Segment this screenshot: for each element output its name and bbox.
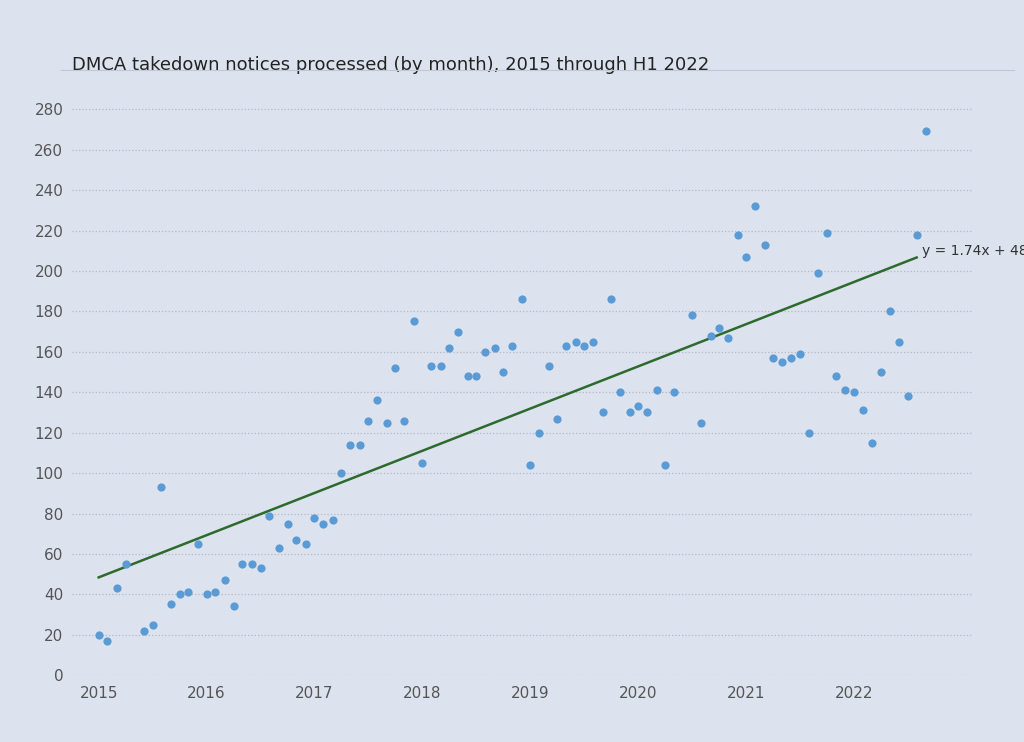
Point xyxy=(387,362,403,374)
Point xyxy=(441,342,458,354)
Point xyxy=(855,404,871,416)
Point xyxy=(630,401,646,413)
Point xyxy=(684,309,700,321)
Point xyxy=(513,293,529,305)
Point xyxy=(325,513,341,525)
Point xyxy=(919,125,935,137)
Point xyxy=(280,518,296,530)
Point xyxy=(234,558,251,570)
Point xyxy=(711,321,727,333)
Point xyxy=(549,413,565,424)
Point xyxy=(99,635,116,647)
Point xyxy=(783,352,800,364)
Point xyxy=(406,315,422,327)
Point xyxy=(819,226,836,238)
Point xyxy=(702,329,719,341)
Point xyxy=(163,599,179,611)
Point xyxy=(423,360,439,372)
Point xyxy=(486,342,503,354)
Point xyxy=(838,384,854,396)
Point xyxy=(738,251,755,263)
Point xyxy=(144,619,161,631)
Point xyxy=(217,574,233,586)
Point xyxy=(109,582,125,594)
Point xyxy=(415,457,431,469)
Point xyxy=(577,340,593,352)
Point xyxy=(396,415,413,427)
Point xyxy=(657,459,674,471)
Point xyxy=(468,370,484,382)
Text: y = 1.74x + 48.4: y = 1.74x + 48.4 xyxy=(922,244,1024,258)
Point xyxy=(541,360,557,372)
Point xyxy=(460,370,476,382)
Point xyxy=(908,229,925,240)
Point xyxy=(225,600,242,612)
Point xyxy=(648,384,665,396)
Point xyxy=(244,558,260,570)
Point xyxy=(379,416,395,428)
Text: DMCA takedown notices processed (by month), 2015 through H1 2022: DMCA takedown notices processed (by mont… xyxy=(72,56,709,73)
Point xyxy=(765,352,781,364)
Point xyxy=(872,366,889,378)
Point xyxy=(810,267,826,279)
Point xyxy=(477,346,494,358)
Point xyxy=(611,387,628,398)
Point xyxy=(199,588,215,600)
Point xyxy=(432,360,449,372)
Point xyxy=(746,200,763,212)
Point xyxy=(360,415,377,427)
Point xyxy=(351,439,368,450)
Point xyxy=(270,542,287,554)
Point xyxy=(603,293,620,305)
Point xyxy=(585,336,601,348)
Point xyxy=(504,340,520,352)
Point xyxy=(827,370,844,382)
Point xyxy=(757,239,773,251)
Point xyxy=(773,356,790,368)
Point xyxy=(729,229,745,240)
Point xyxy=(900,390,916,402)
Point xyxy=(450,326,466,338)
Point xyxy=(692,416,709,428)
Point xyxy=(252,562,268,574)
Point xyxy=(801,427,817,439)
Point xyxy=(189,538,206,550)
Point xyxy=(864,437,881,449)
Point xyxy=(522,459,539,471)
Point xyxy=(153,482,169,493)
Point xyxy=(306,512,323,524)
Point xyxy=(180,586,197,598)
Point xyxy=(567,336,584,348)
Point xyxy=(315,518,332,530)
Point xyxy=(171,588,187,600)
Point xyxy=(207,586,223,598)
Point xyxy=(261,510,278,522)
Point xyxy=(622,407,638,418)
Point xyxy=(342,439,358,450)
Point xyxy=(720,332,736,344)
Point xyxy=(369,395,385,407)
Point xyxy=(558,340,574,352)
Point xyxy=(666,387,682,398)
Point xyxy=(891,336,907,348)
Point xyxy=(118,558,134,570)
Point xyxy=(298,538,314,550)
Point xyxy=(136,625,153,637)
Point xyxy=(846,387,862,398)
Point xyxy=(288,533,304,545)
Point xyxy=(639,407,655,418)
Point xyxy=(792,348,808,360)
Point xyxy=(595,407,611,418)
Point xyxy=(90,629,106,641)
Point xyxy=(333,467,349,479)
Point xyxy=(496,366,512,378)
Point xyxy=(882,306,898,318)
Point xyxy=(530,427,547,439)
